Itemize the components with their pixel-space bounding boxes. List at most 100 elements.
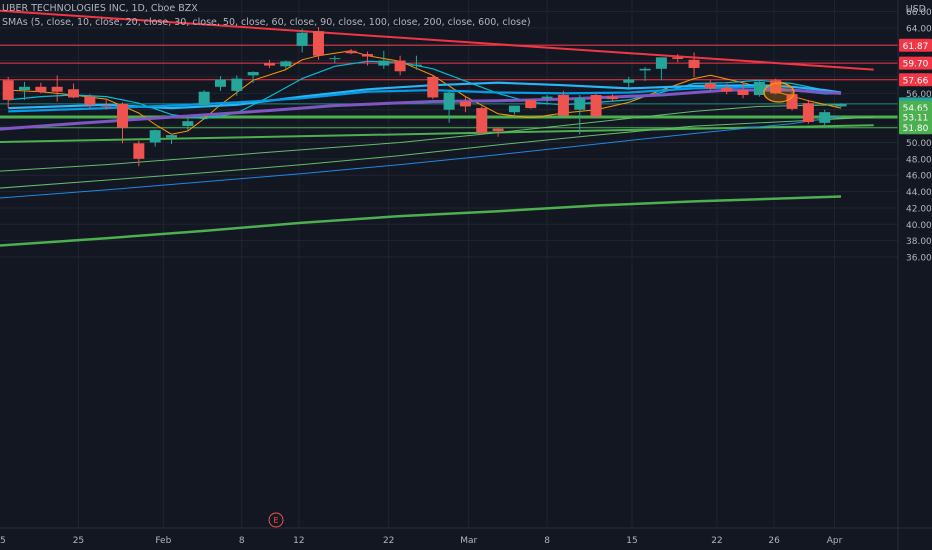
candle[interactable]: [133, 140, 145, 167]
x-tick-label: 15: [626, 536, 637, 546]
candle[interactable]: [149, 129, 161, 147]
candle[interactable]: [786, 91, 798, 111]
price-label-box: [899, 121, 932, 135]
price-label-box: [899, 110, 932, 124]
candle[interactable]: [704, 80, 716, 91]
candle[interactable]: [639, 67, 651, 82]
candle-body: [574, 98, 586, 110]
candle[interactable]: [427, 75, 439, 100]
candle-body: [345, 50, 357, 54]
candle[interactable]: [329, 55, 341, 64]
candle[interactable]: [166, 135, 177, 145]
candle[interactable]: [84, 94, 96, 109]
candle[interactable]: [753, 80, 765, 97]
candle[interactable]: [459, 96, 471, 113]
candle[interactable]: [19, 81, 31, 100]
earnings-marker-label: E: [273, 516, 278, 525]
candle[interactable]: [557, 90, 569, 117]
price-axis[interactable]: 36.00 38.00 40.00 42.00 44.00 46.00 48.00 50.00…: [897, 0, 932, 550]
time-axis[interactable]: 25 Feb 8 12 22 Mar 8 15 22 26 Apr 5: [0, 527, 932, 546]
price-label-resistance: 57.66: [899, 73, 932, 87]
candle[interactable]: [737, 82, 749, 99]
candle[interactable]: [476, 106, 488, 135]
candle[interactable]: [231, 75, 243, 96]
candle[interactable]: [361, 51, 373, 66]
annotations: E: [268, 82, 795, 528]
candle[interactable]: [198, 90, 210, 107]
candle[interactable]: [606, 94, 618, 102]
candle[interactable]: [574, 94, 586, 135]
candle[interactable]: [182, 116, 194, 131]
candle-body: [557, 94, 569, 116]
y-tick-label: 42.00: [906, 204, 932, 214]
candle[interactable]: [410, 55, 422, 70]
candle[interactable]: [721, 83, 733, 95]
candle[interactable]: [2, 76, 14, 109]
candle[interactable]: [263, 59, 275, 68]
price-label-text: 57.66: [903, 76, 929, 86]
y-tick-label: 46.00: [906, 172, 932, 182]
candle[interactable]: [802, 99, 814, 124]
x-tick-label: 12: [293, 536, 304, 546]
candle[interactable]: [345, 49, 357, 55]
candle[interactable]: [623, 76, 635, 91]
price-label-text: 61.87: [903, 42, 929, 52]
candle[interactable]: [819, 109, 831, 128]
candle-body: [394, 60, 406, 72]
candle[interactable]: [68, 83, 80, 99]
price-label-text: 53.11: [903, 114, 929, 124]
candle[interactable]: [100, 99, 112, 110]
candle[interactable]: [378, 50, 390, 69]
candle[interactable]: [394, 55, 406, 76]
candle[interactable]: [492, 127, 504, 137]
candle-body: [802, 103, 814, 122]
price-label-text: 54.65: [903, 104, 929, 114]
candle[interactable]: [655, 57, 667, 81]
candle-body: [753, 81, 765, 95]
y-tick-label: 48.00: [906, 155, 932, 165]
y-tick-label: 50.00: [906, 139, 932, 149]
candle-body: [84, 96, 96, 105]
x-tick-label: 8: [544, 536, 550, 546]
price-label-box: [899, 56, 932, 70]
candle[interactable]: [296, 28, 308, 53]
candle[interactable]: [312, 27, 324, 60]
candle[interactable]: [688, 52, 700, 77]
sma-line-sma200: [0, 195, 842, 247]
candle[interactable]: [117, 102, 129, 144]
price-label-box: [899, 73, 932, 87]
candle-body: [68, 89, 80, 98]
trendlines: [0, 9, 874, 143]
candle[interactable]: [247, 71, 259, 83]
candle[interactable]: [508, 105, 520, 115]
candle[interactable]: [835, 103, 847, 108]
indicator-legend[interactable]: SMAs (5, close, 10, close, 20, close, 30…: [2, 17, 531, 28]
price-label-resistance: 59.70: [899, 56, 932, 70]
candle-body: [35, 86, 47, 92]
candle[interactable]: [214, 76, 226, 91]
candle[interactable]: [443, 90, 455, 123]
candle[interactable]: [770, 78, 782, 95]
candle[interactable]: [541, 94, 553, 105]
candle-body: [166, 135, 177, 138]
candle-body: [476, 108, 488, 133]
candle-body: [312, 31, 324, 56]
candle[interactable]: [590, 93, 602, 118]
sma-line-sma100: [0, 116, 874, 189]
candle[interactable]: [51, 75, 63, 102]
candle[interactable]: [280, 60, 292, 69]
candle[interactable]: [525, 99, 537, 109]
candle-body: [198, 91, 210, 105]
candle-body: [182, 121, 194, 127]
candle[interactable]: [35, 82, 47, 94]
candle[interactable]: [672, 54, 684, 63]
candles[interactable]: [2, 27, 847, 167]
candle-body: [214, 79, 226, 87]
y-tick-label: 36.00: [906, 254, 932, 264]
y-tick-label: 38.00: [906, 237, 932, 247]
candle-body: [721, 87, 733, 92]
candle-body: [378, 60, 390, 66]
x-tick-label: 22: [383, 536, 394, 546]
x-tick-label: Apr: [827, 536, 843, 546]
